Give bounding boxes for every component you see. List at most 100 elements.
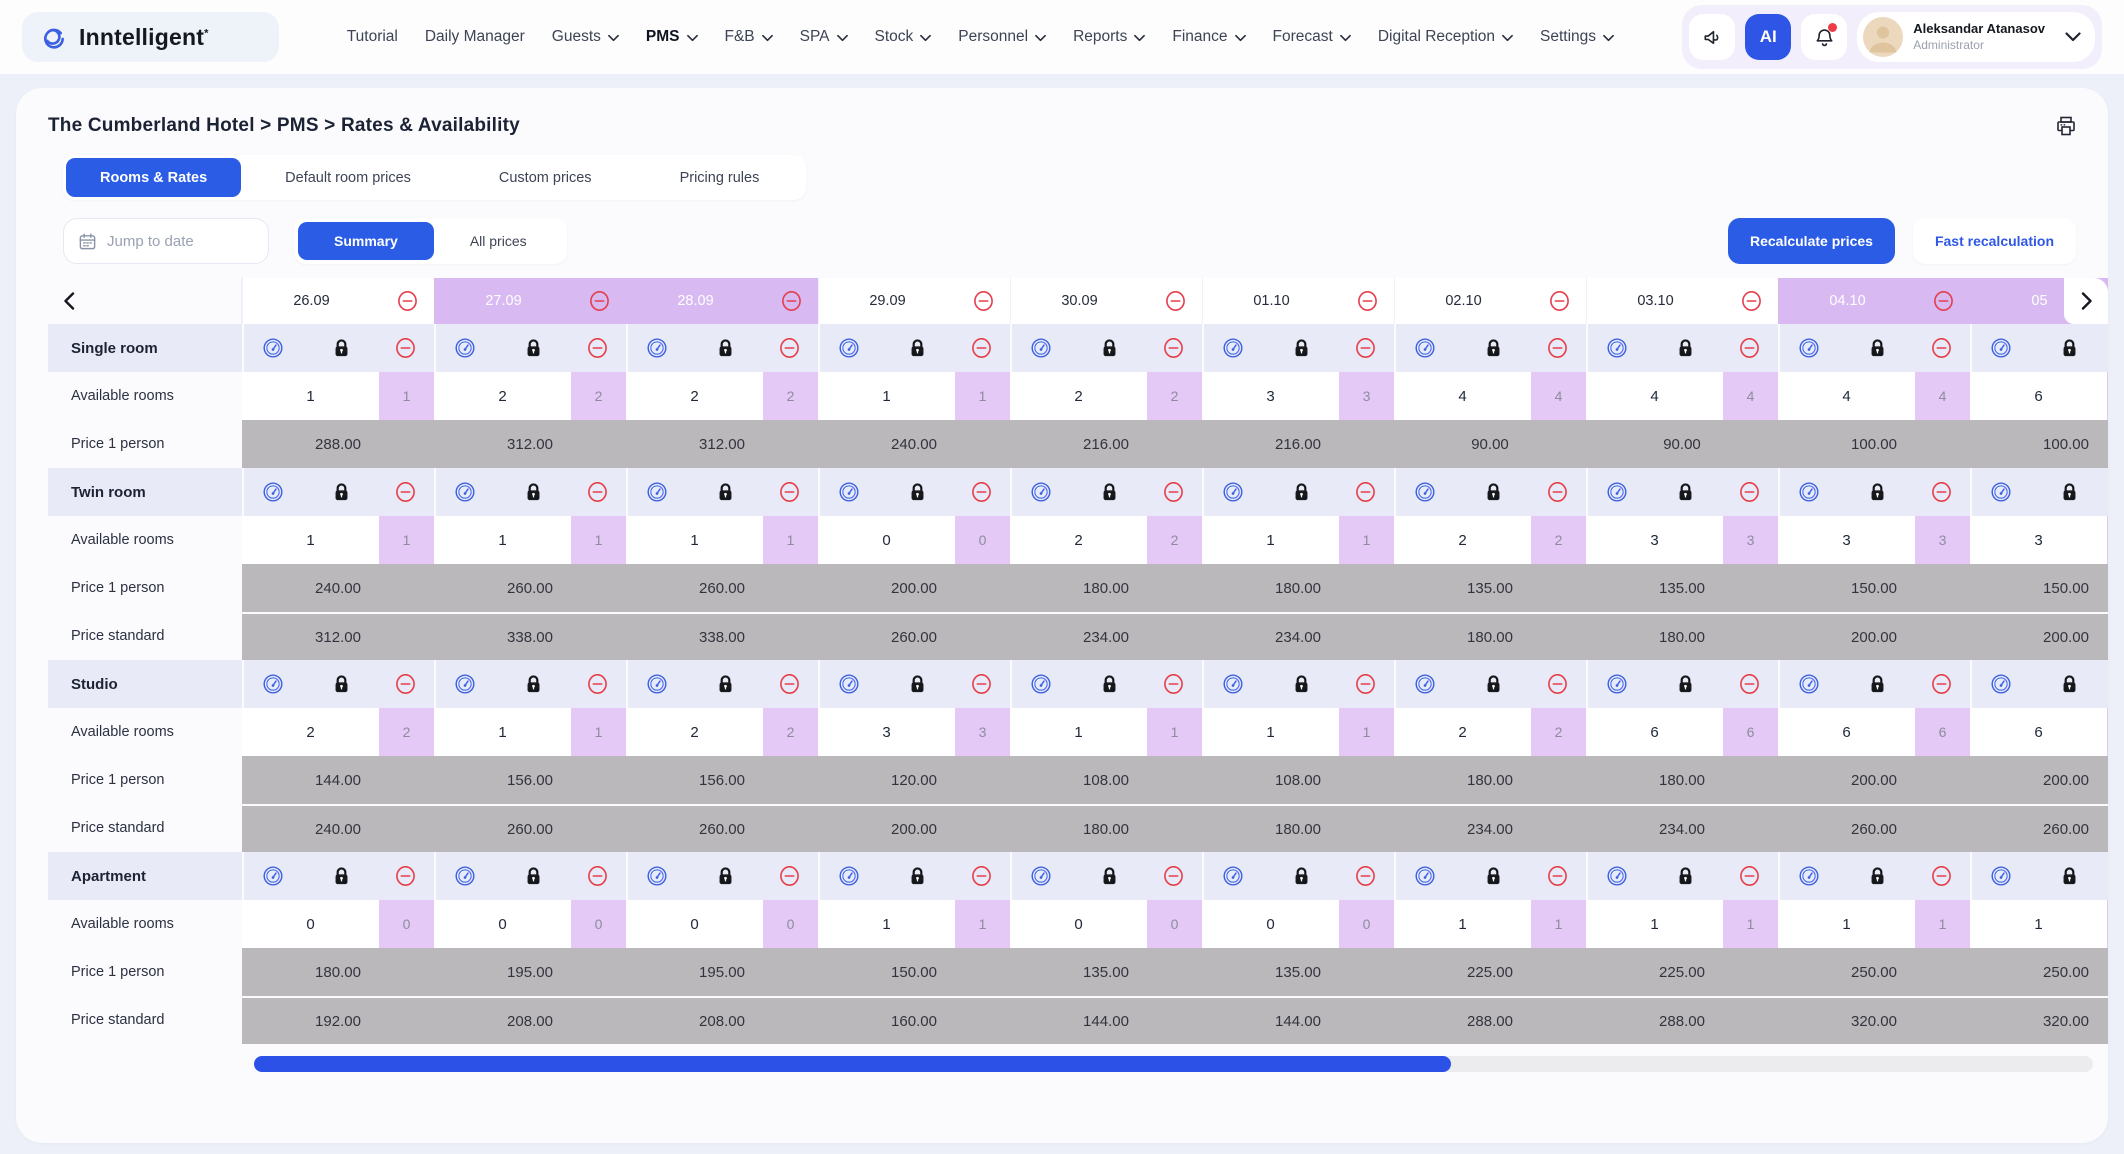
occupancy-gauge-button[interactable] <box>1986 481 2016 503</box>
occupancy-gauge-button[interactable] <box>1026 481 1056 503</box>
toggle-summary[interactable]: Summary <box>298 222 434 260</box>
block-button[interactable] <box>582 481 612 503</box>
nav-item-spa[interactable]: SPA <box>800 28 848 46</box>
lock-button[interactable] <box>1862 482 1892 503</box>
nav-item-stock[interactable]: Stock <box>875 28 932 46</box>
occupancy-gauge-button[interactable] <box>1602 673 1632 695</box>
block-button[interactable] <box>1542 673 1572 695</box>
occupancy-gauge-button[interactable] <box>642 865 672 887</box>
lock-button[interactable] <box>518 674 548 695</box>
block-button[interactable] <box>1926 865 1956 887</box>
occupancy-gauge-button[interactable] <box>1218 481 1248 503</box>
lock-button[interactable] <box>326 482 356 503</box>
block-button[interactable] <box>582 865 612 887</box>
block-button[interactable] <box>1926 337 1956 359</box>
occupancy-gauge-button[interactable] <box>450 337 480 359</box>
lock-button[interactable] <box>326 866 356 887</box>
block-button[interactable] <box>1542 337 1572 359</box>
nav-item-reports[interactable]: Reports <box>1073 28 1146 46</box>
occupancy-gauge-button[interactable] <box>258 481 288 503</box>
occupancy-gauge-button[interactable] <box>1986 673 2016 695</box>
prev-dates-button[interactable] <box>64 292 75 310</box>
announcements-button[interactable] <box>1689 14 1736 60</box>
lock-button[interactable] <box>710 674 740 695</box>
block-button[interactable] <box>390 673 420 695</box>
occupancy-gauge-button[interactable] <box>834 481 864 503</box>
date-block-button[interactable] <box>956 290 1011 312</box>
block-button[interactable] <box>1542 481 1572 503</box>
date-block-button[interactable] <box>1532 290 1587 312</box>
lock-button[interactable] <box>710 866 740 887</box>
occupancy-gauge-button[interactable] <box>1218 865 1248 887</box>
occupancy-gauge-button[interactable] <box>642 481 672 503</box>
occupancy-gauge-button[interactable] <box>642 337 672 359</box>
block-button[interactable] <box>1926 481 1956 503</box>
date-block-button[interactable] <box>1724 290 1779 312</box>
lock-button[interactable] <box>1862 674 1892 695</box>
lock-button[interactable] <box>2054 482 2084 503</box>
lock-button[interactable] <box>1094 338 1124 359</box>
block-button[interactable] <box>1350 337 1380 359</box>
lock-button[interactable] <box>518 866 548 887</box>
lock-button[interactable] <box>1670 482 1700 503</box>
lock-button[interactable] <box>710 338 740 359</box>
lock-button[interactable] <box>902 866 932 887</box>
lock-button[interactable] <box>1286 482 1316 503</box>
lock-button[interactable] <box>902 482 932 503</box>
occupancy-gauge-button[interactable] <box>1602 337 1632 359</box>
occupancy-gauge-button[interactable] <box>1026 673 1056 695</box>
lock-button[interactable] <box>1286 866 1316 887</box>
lock-button[interactable] <box>326 674 356 695</box>
nav-item-tutorial[interactable]: Tutorial <box>347 28 398 46</box>
lock-button[interactable] <box>1478 674 1508 695</box>
jump-to-date-field[interactable] <box>63 218 269 264</box>
occupancy-gauge-button[interactable] <box>1986 337 2016 359</box>
notifications-button[interactable] <box>1801 14 1848 60</box>
block-button[interactable] <box>1734 673 1764 695</box>
occupancy-gauge-button[interactable] <box>1986 865 2016 887</box>
user-menu[interactable]: Aleksandar Atanasov Administrator <box>1857 12 2095 62</box>
occupancy-gauge-button[interactable] <box>1602 481 1632 503</box>
occupancy-gauge-button[interactable] <box>1794 481 1824 503</box>
lock-button[interactable] <box>518 338 548 359</box>
tab-pricing-rules[interactable]: Pricing rules <box>679 169 760 186</box>
lock-button[interactable] <box>1478 866 1508 887</box>
nav-item-f-b[interactable]: F&B <box>725 28 773 46</box>
block-button[interactable] <box>774 481 804 503</box>
occupancy-gauge-button[interactable] <box>1410 865 1440 887</box>
block-button[interactable] <box>390 865 420 887</box>
tab-custom-prices[interactable]: Custom prices <box>498 169 592 186</box>
block-button[interactable] <box>1158 481 1188 503</box>
lock-button[interactable] <box>1286 338 1316 359</box>
occupancy-gauge-button[interactable] <box>834 337 864 359</box>
block-button[interactable] <box>1350 481 1380 503</box>
block-button[interactable] <box>1350 673 1380 695</box>
block-button[interactable] <box>390 337 420 359</box>
nav-item-personnel[interactable]: Personnel <box>958 28 1047 46</box>
occupancy-gauge-button[interactable] <box>1602 865 1632 887</box>
lock-button[interactable] <box>1094 674 1124 695</box>
occupancy-gauge-button[interactable] <box>1410 481 1440 503</box>
occupancy-gauge-button[interactable] <box>258 673 288 695</box>
occupancy-gauge-button[interactable] <box>450 481 480 503</box>
nav-item-daily-manager[interactable]: Daily Manager <box>425 28 525 46</box>
nav-item-forecast[interactable]: Forecast <box>1273 28 1351 46</box>
jump-to-date-input[interactable] <box>107 232 254 250</box>
block-button[interactable] <box>1926 673 1956 695</box>
block-button[interactable] <box>390 481 420 503</box>
lock-button[interactable] <box>1670 674 1700 695</box>
lock-button[interactable] <box>326 338 356 359</box>
lock-button[interactable] <box>1478 482 1508 503</box>
block-button[interactable] <box>1734 865 1764 887</box>
block-button[interactable] <box>1542 865 1572 887</box>
lock-button[interactable] <box>1862 866 1892 887</box>
lock-button[interactable] <box>1670 338 1700 359</box>
nav-item-finance[interactable]: Finance <box>1172 28 1246 46</box>
occupancy-gauge-button[interactable] <box>1794 673 1824 695</box>
occupancy-gauge-button[interactable] <box>834 865 864 887</box>
block-button[interactable] <box>582 673 612 695</box>
occupancy-gauge-button[interactable] <box>1026 865 1056 887</box>
lock-button[interactable] <box>1478 338 1508 359</box>
occupancy-gauge-button[interactable] <box>450 673 480 695</box>
nav-item-pms[interactable]: PMS <box>646 28 698 46</box>
